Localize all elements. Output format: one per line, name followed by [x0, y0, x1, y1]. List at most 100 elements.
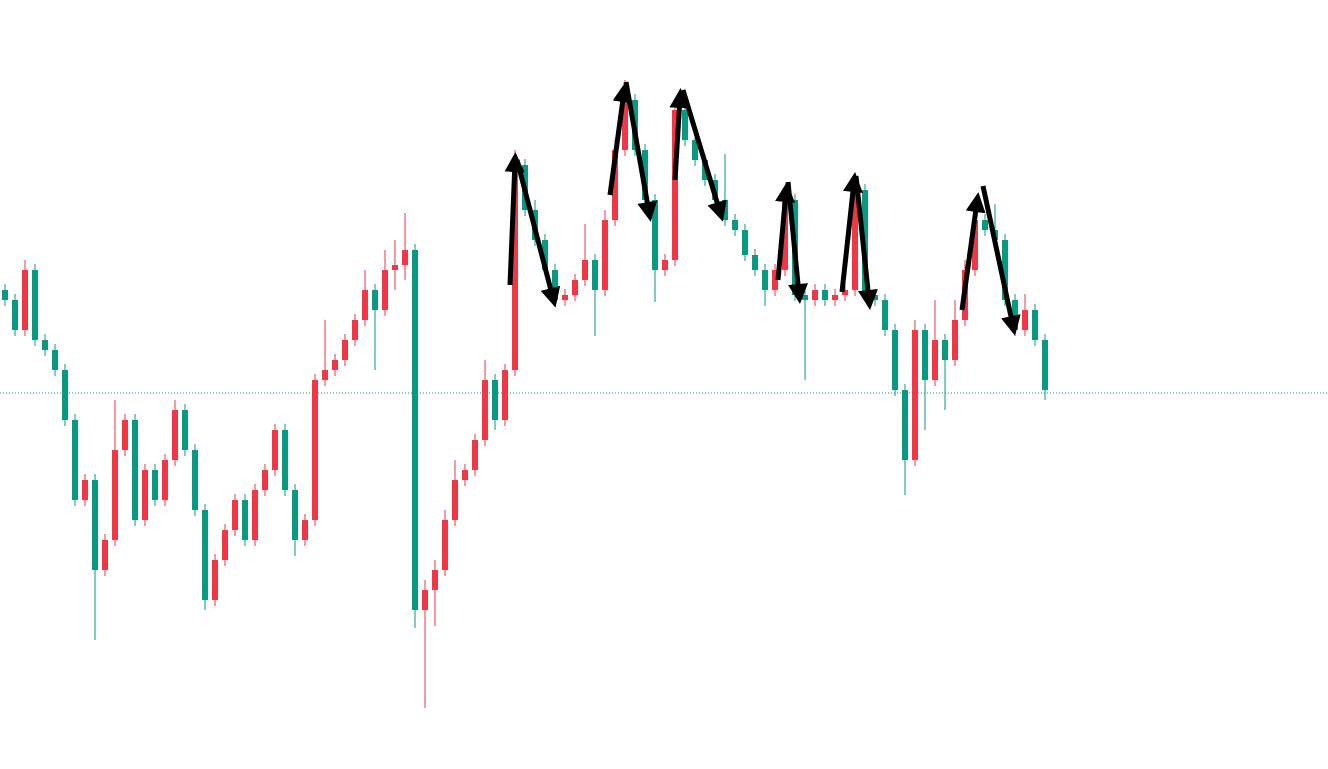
- candle-body: [652, 200, 658, 270]
- candle-body: [982, 220, 988, 230]
- candle-body: [502, 370, 508, 420]
- candle-body: [672, 110, 678, 260]
- arrow: [785, 181, 808, 304]
- candle-body: [722, 200, 728, 220]
- candle-body: [402, 250, 408, 265]
- candle-body: [552, 270, 558, 300]
- candle-body: [112, 450, 118, 540]
- candle-body: [762, 270, 768, 290]
- arrow: [514, 159, 561, 308]
- candle-body: [832, 295, 838, 300]
- candle-body: [782, 200, 788, 270]
- candle-body: [882, 300, 888, 330]
- arrow: [680, 89, 727, 222]
- candle-body: [932, 340, 938, 380]
- candle-body: [382, 270, 388, 310]
- candle-body: [582, 260, 588, 280]
- candle-body: [662, 260, 668, 270]
- candle-body: [482, 380, 488, 440]
- arrow: [775, 182, 796, 281]
- candle-body: [212, 560, 218, 600]
- arrow: [607, 82, 633, 196]
- candle-body: [2, 290, 8, 300]
- candle-body: [232, 500, 238, 530]
- candle-body: [52, 350, 58, 370]
- arrow: [853, 175, 878, 310]
- candle-body: [202, 510, 208, 600]
- candle-body: [612, 150, 618, 220]
- arrow: [959, 192, 986, 311]
- candle-body: [822, 290, 828, 300]
- candle-body: [752, 255, 758, 270]
- candle-body: [492, 380, 498, 420]
- candle-body: [302, 520, 308, 540]
- candle-body: [952, 320, 958, 360]
- candle-body: [732, 220, 738, 230]
- candle-body: [132, 420, 138, 520]
- candle-body: [242, 500, 248, 540]
- candle-body: [272, 430, 278, 470]
- candle-body: [92, 480, 98, 570]
- annotations: [504, 81, 1021, 336]
- candle-body: [82, 480, 88, 500]
- candle-body: [162, 460, 168, 500]
- candle-body: [852, 190, 858, 290]
- candle-body: [1022, 310, 1028, 330]
- candle-body: [392, 265, 398, 270]
- candle-body: [422, 590, 428, 610]
- candle-body: [912, 330, 918, 460]
- candle-body: [312, 380, 318, 520]
- candle-body: [742, 230, 748, 255]
- candle-body: [872, 295, 878, 300]
- candle-body: [442, 520, 448, 570]
- candle-body: [172, 410, 178, 460]
- arrow: [839, 172, 863, 293]
- candle-body: [592, 260, 598, 290]
- candle-body: [292, 490, 298, 540]
- candle-body: [462, 470, 468, 480]
- candle-body: [152, 470, 158, 500]
- candle-body: [32, 270, 38, 340]
- candle-body: [222, 530, 228, 560]
- candle-body: [332, 360, 338, 370]
- candle-body: [542, 240, 548, 270]
- candle-body: [412, 250, 418, 610]
- arrow: [504, 152, 525, 286]
- candle-body: [62, 370, 68, 420]
- candle-body: [12, 300, 18, 330]
- candle-body: [682, 110, 688, 140]
- candle-body: [892, 330, 898, 390]
- candle-body: [1032, 310, 1038, 340]
- candle-body: [322, 370, 328, 380]
- candle-body: [142, 470, 148, 520]
- candle-body: [362, 290, 368, 320]
- candle-body: [802, 295, 808, 300]
- candle-body: [432, 570, 438, 590]
- candle-body: [262, 470, 268, 490]
- candle-body: [42, 340, 48, 350]
- candle-body: [642, 150, 648, 200]
- candle-body: [1042, 340, 1048, 390]
- candle-body: [252, 490, 258, 540]
- candle-body: [122, 420, 128, 450]
- candle-body: [622, 100, 628, 150]
- candle-body: [842, 290, 848, 295]
- candle-body: [922, 330, 928, 380]
- candle-body: [812, 290, 818, 300]
- candle-body: [352, 320, 358, 340]
- candle-body: [282, 430, 288, 490]
- candle-body: [182, 410, 188, 450]
- candle-body: [772, 270, 778, 290]
- candle-body: [942, 340, 948, 360]
- candle-body: [452, 480, 458, 520]
- candle-body: [342, 340, 348, 360]
- candle-body: [102, 540, 108, 570]
- candle-body: [692, 140, 698, 160]
- candle-body: [472, 440, 478, 470]
- candle-body: [512, 165, 518, 370]
- candle-body: [572, 280, 578, 295]
- candle-body: [372, 290, 378, 310]
- candle-body: [562, 295, 568, 300]
- arrow: [669, 88, 690, 181]
